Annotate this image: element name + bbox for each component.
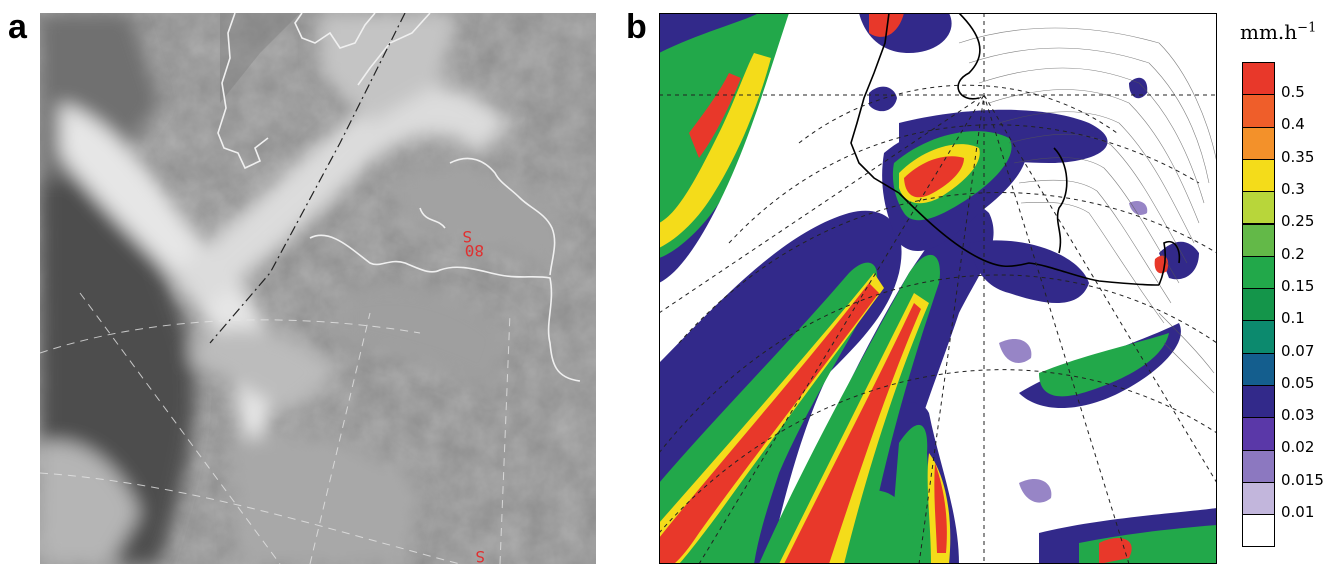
legend-swatch [1242,191,1275,225]
legend-swatch [1242,158,1275,193]
legend-swatch [1242,514,1275,548]
legend-unit-label: mm.h−1 [1240,20,1317,44]
legend-tick-label: 0.015 [1281,470,1324,489]
legend-swatch [1242,481,1275,516]
legend-tick-label: 0.5 [1281,83,1305,102]
panel-label-b: b [626,8,647,46]
legend-swatch [1242,449,1275,483]
legend-tick-label: 0.15 [1281,276,1315,295]
latitude-label: 80 [465,241,484,260]
legend-tick-label: 0.2 [1281,244,1305,263]
latitude-label-s-bottom: S [475,547,485,564]
legend-tick-label: 0.05 [1281,373,1315,392]
satellite-image-panel: 80 S S [40,13,596,564]
legend-swatch [1242,320,1275,354]
precipitation-map-panel [659,13,1217,564]
legend-tick-label: 0.01 [1281,503,1315,522]
panel-label-a: a [8,8,27,46]
legend-swatch [1242,288,1275,322]
legend-tick-label: 0.3 [1281,180,1305,199]
legend-swatch [1242,417,1275,451]
legend-tick-label: 0.1 [1281,309,1305,328]
legend-swatch [1242,94,1275,128]
legend-swatch [1242,126,1275,160]
legend-tick-label: 0.03 [1281,406,1315,425]
precipitation-map [659,13,1217,564]
legend-swatch [1242,62,1275,96]
legend-tick-label: 0.07 [1281,341,1315,360]
legend-swatch [1242,255,1275,290]
legend-tick-label: 0.02 [1281,438,1315,457]
legend-tick-label: 0.25 [1281,212,1315,231]
legend-swatch [1242,352,1275,386]
satellite-image: 80 S S [40,13,596,564]
legend-swatch [1242,223,1275,257]
legend-tick-label: 0.4 [1281,115,1305,134]
latitude-label-s: S [462,227,472,246]
legend-swatch [1242,385,1275,419]
legend-tick-label: 0.35 [1281,147,1315,166]
